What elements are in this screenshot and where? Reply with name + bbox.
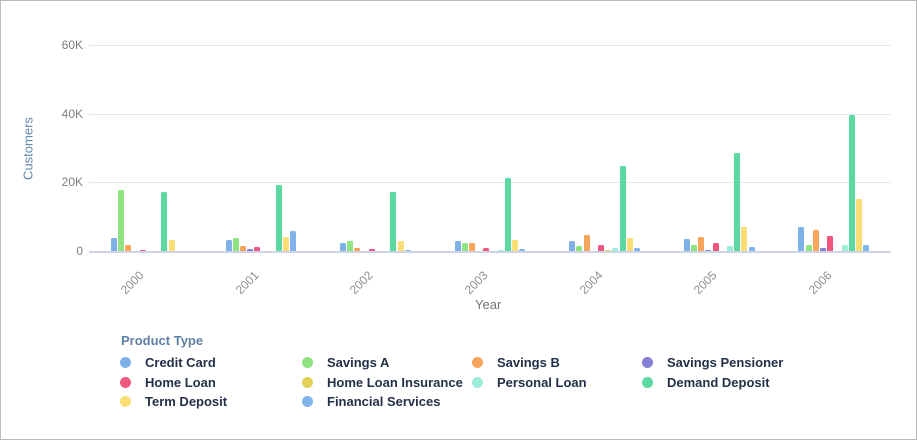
legend-label: Home Loan Insurance [327, 374, 463, 390]
y-axis-title: Customers [20, 117, 36, 180]
y-tick-label: 20K [61, 175, 83, 190]
x-axis-title: Year [475, 297, 502, 312]
bar[interactable] [569, 241, 576, 251]
x-tick-label: 2006 [805, 268, 835, 297]
legend-swatch [302, 357, 313, 368]
x-tick-label: 2002 [347, 268, 376, 297]
bar[interactable] [118, 189, 125, 251]
legend-label: Personal Loan [497, 374, 587, 390]
bar[interactable] [225, 240, 232, 251]
bar[interactable] [863, 244, 870, 251]
legend-label: Financial Services [327, 394, 441, 409]
bar[interactable] [139, 249, 146, 251]
bar[interactable] [519, 248, 526, 251]
bar[interactable] [347, 241, 354, 251]
bar[interactable] [168, 239, 175, 251]
bar[interactable] [469, 242, 475, 251]
legend-swatch [642, 357, 653, 368]
bar[interactable] [404, 250, 411, 251]
bar[interactable] [161, 192, 168, 251]
legend-swatch [642, 376, 653, 388]
legend-swatch [302, 396, 313, 407]
bar[interactable] [698, 236, 705, 251]
legend-label: Home Loan [145, 374, 216, 390]
bar[interactable] [576, 245, 583, 251]
bar[interactable] [505, 177, 511, 251]
bar[interactable] [734, 153, 741, 251]
x-tick-label: 2000 [118, 268, 147, 297]
bar[interactable] [247, 248, 254, 251]
x-tick-label: 2004 [576, 268, 606, 297]
gridline [89, 44, 891, 46]
bar[interactable] [634, 248, 640, 251]
bar[interactable] [483, 247, 490, 251]
legend-label: Credit Card [145, 355, 216, 370]
bar[interactable] [368, 249, 375, 251]
bar[interactable] [598, 244, 604, 251]
legend-swatch [120, 376, 131, 388]
legend-label: Demand Deposit [667, 374, 770, 390]
bar[interactable] [254, 246, 261, 251]
x-tick-label: 2001 [232, 268, 262, 297]
bar[interactable] [275, 185, 282, 251]
bar[interactable] [741, 227, 748, 251]
bar[interactable] [232, 237, 239, 251]
bar[interactable] [705, 249, 712, 251]
legend-swatch [120, 357, 131, 368]
bar[interactable] [390, 191, 397, 251]
bar[interactable] [805, 244, 812, 251]
bar[interactable] [848, 115, 855, 251]
bar[interactable] [397, 240, 404, 251]
legend-label: Savings B [497, 355, 560, 370]
bar[interactable] [283, 237, 290, 251]
legend-swatch [472, 357, 483, 368]
gridline [89, 182, 891, 184]
bar[interactable] [683, 239, 690, 251]
bar[interactable] [454, 241, 461, 251]
bar[interactable] [841, 245, 848, 251]
plot-area: Customers Year 0 20K 40K 60K 2000 2001 2002 200… [1, 1, 916, 321]
bar[interactable] [812, 230, 819, 251]
bar[interactable] [605, 249, 612, 251]
bar[interactable] [290, 230, 297, 251]
gridline [89, 113, 891, 115]
bar[interactable] [512, 239, 519, 251]
y-tick-label: 0 [76, 244, 83, 258]
bar[interactable] [748, 247, 755, 251]
bar[interactable] [626, 238, 633, 251]
bar[interactable] [461, 243, 468, 251]
bar[interactable] [619, 166, 626, 251]
legend-title: Product Type [121, 333, 204, 348]
bar[interactable] [125, 245, 132, 251]
legend-label: Savings Pensioner [667, 355, 784, 370]
bar[interactable] [712, 243, 719, 251]
bar[interactable] [354, 247, 361, 251]
bar[interactable] [726, 245, 733, 251]
y-tick-label: 40K [61, 106, 83, 121]
legend-swatch [302, 376, 313, 388]
bar[interactable] [819, 247, 826, 251]
bar[interactable] [239, 245, 246, 251]
y-tick-label: 60K [61, 37, 83, 52]
bar[interactable] [612, 248, 619, 251]
x-tick-label: 2003 [461, 268, 491, 297]
legend-swatch [472, 376, 483, 388]
legend-label: Savings A [327, 355, 390, 370]
bar[interactable] [855, 198, 862, 251]
bar[interactable] [583, 234, 590, 251]
bar[interactable] [827, 236, 834, 251]
bar[interactable] [798, 227, 805, 251]
x-tick-label: 2005 [690, 268, 720, 297]
legend-swatch [120, 396, 131, 407]
bar[interactable] [690, 244, 697, 251]
bar[interactable] [110, 238, 117, 251]
x-axis-line [89, 251, 891, 253]
bar[interactable] [340, 243, 346, 251]
bar[interactable] [497, 249, 504, 251]
legend-label: Term Deposit [145, 394, 228, 409]
